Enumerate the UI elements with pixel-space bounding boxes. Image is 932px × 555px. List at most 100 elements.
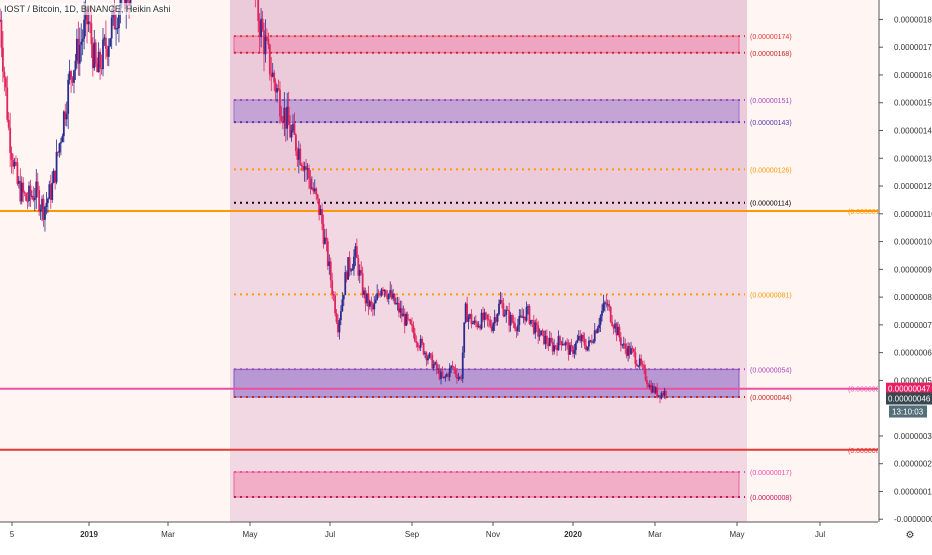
- candle-body: [351, 268, 354, 271]
- candle-body: [39, 209, 42, 212]
- candle-body: [514, 323, 516, 329]
- candle-body: [460, 377, 463, 379]
- candle-body: [553, 345, 556, 352]
- candle-body: [650, 384, 653, 393]
- candle-body: [279, 89, 281, 117]
- candle-body: [495, 317, 498, 322]
- candle-body: [339, 311, 342, 321]
- candle-body: [646, 380, 648, 385]
- candle-body: [501, 300, 503, 304]
- candle-body: [94, 42, 97, 64]
- candle-body: [530, 319, 532, 324]
- candle-body: [290, 130, 293, 138]
- candle-body: [466, 303, 468, 322]
- x-tick-label: Nov: [486, 530, 500, 539]
- candle-body: [303, 166, 306, 171]
- candle-body: [31, 195, 33, 197]
- candle-body: [51, 182, 54, 200]
- candle-body: [369, 301, 371, 307]
- candle-body: [437, 368, 439, 370]
- candle-body: [612, 325, 615, 329]
- candle-body: [9, 127, 12, 153]
- candle-body: [477, 325, 480, 328]
- candle-body: [276, 88, 278, 93]
- countdown-badge: [889, 405, 927, 418]
- candle-body: [62, 111, 65, 137]
- level-label-2: (0.00000151): [750, 98, 792, 105]
- candle-body: [395, 303, 397, 305]
- candle-body: [467, 316, 470, 322]
- candle-body: [664, 391, 667, 396]
- candle-body: [574, 342, 577, 350]
- candle-body: [538, 335, 541, 337]
- candle-body: [487, 319, 490, 321]
- candle-body: [418, 347, 421, 349]
- candle-body: [560, 341, 563, 345]
- level-label-3: (0.00000143): [750, 120, 792, 127]
- candle-body: [662, 393, 664, 396]
- candle-body: [622, 343, 625, 345]
- candle-body: [544, 335, 547, 345]
- candle-body: [509, 315, 512, 326]
- candle-body: [293, 123, 296, 135]
- candle-body: [4, 77, 7, 88]
- candle-body: [319, 209, 322, 215]
- candle-body: [528, 306, 531, 324]
- candle-body: [60, 142, 62, 144]
- candle-body: [634, 352, 637, 364]
- x-tick-label: 5: [10, 530, 15, 539]
- candle-body: [432, 364, 435, 369]
- candle-body: [431, 354, 434, 369]
- candle-body: [409, 319, 412, 324]
- candle-body: [65, 113, 68, 120]
- candle-body: [498, 303, 500, 315]
- candle-body: [402, 313, 405, 317]
- candle-body: [561, 343, 564, 345]
- candle-body: [361, 273, 364, 295]
- x-tick-label: 2019: [80, 530, 98, 539]
- candle-body: [637, 365, 640, 367]
- level-label-4: (0.00000126): [750, 167, 792, 174]
- candle-body: [663, 391, 666, 396]
- candle-body: [49, 184, 52, 200]
- candle-body: [315, 188, 318, 195]
- settings-gear-icon[interactable]: ⚙: [906, 530, 915, 541]
- candle-body: [569, 345, 571, 355]
- candle-body: [493, 317, 496, 324]
- candle-body: [527, 306, 529, 308]
- current-price-badge: [886, 392, 932, 405]
- candle-body: [633, 349, 635, 353]
- candle-body: [564, 342, 567, 346]
- candle-body: [400, 308, 403, 317]
- candle-body: [631, 348, 634, 350]
- candle-body: [405, 313, 408, 326]
- candle-body: [543, 330, 545, 345]
- candle-body: [263, 30, 265, 55]
- candle-body: [277, 88, 280, 90]
- candle-body: [387, 293, 390, 300]
- candle-body: [46, 198, 49, 203]
- candle-body: [295, 134, 297, 152]
- candle-body: [45, 202, 48, 208]
- candle-body: [299, 148, 302, 165]
- candle-body: [621, 344, 624, 346]
- candle-body: [486, 314, 489, 320]
- candle-body: [382, 289, 384, 292]
- candle-body: [22, 182, 25, 193]
- candle-body: [635, 363, 638, 366]
- time-axis-background: [0, 522, 932, 550]
- candle-body: [337, 322, 339, 333]
- x-tick-label: Jul: [325, 530, 335, 539]
- candle-body: [286, 106, 289, 129]
- candle-body: [126, 0, 129, 2]
